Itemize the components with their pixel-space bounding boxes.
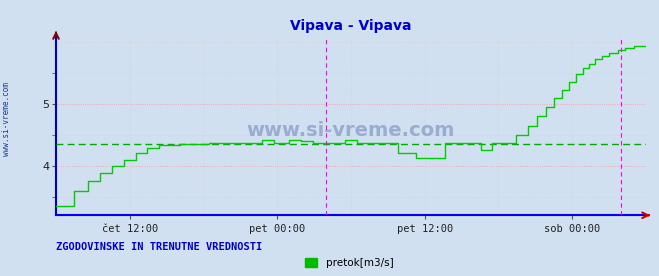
Text: ZGODOVINSKE IN TRENUTNE VREDNOSTI: ZGODOVINSKE IN TRENUTNE VREDNOSTI — [56, 242, 262, 252]
Legend: pretok[m3/s]: pretok[m3/s] — [305, 258, 393, 268]
Text: www.si-vreme.com: www.si-vreme.com — [246, 121, 455, 140]
Text: www.si-vreme.com: www.si-vreme.com — [2, 82, 11, 156]
Title: Vipava - Vipava: Vipava - Vipava — [290, 19, 412, 33]
